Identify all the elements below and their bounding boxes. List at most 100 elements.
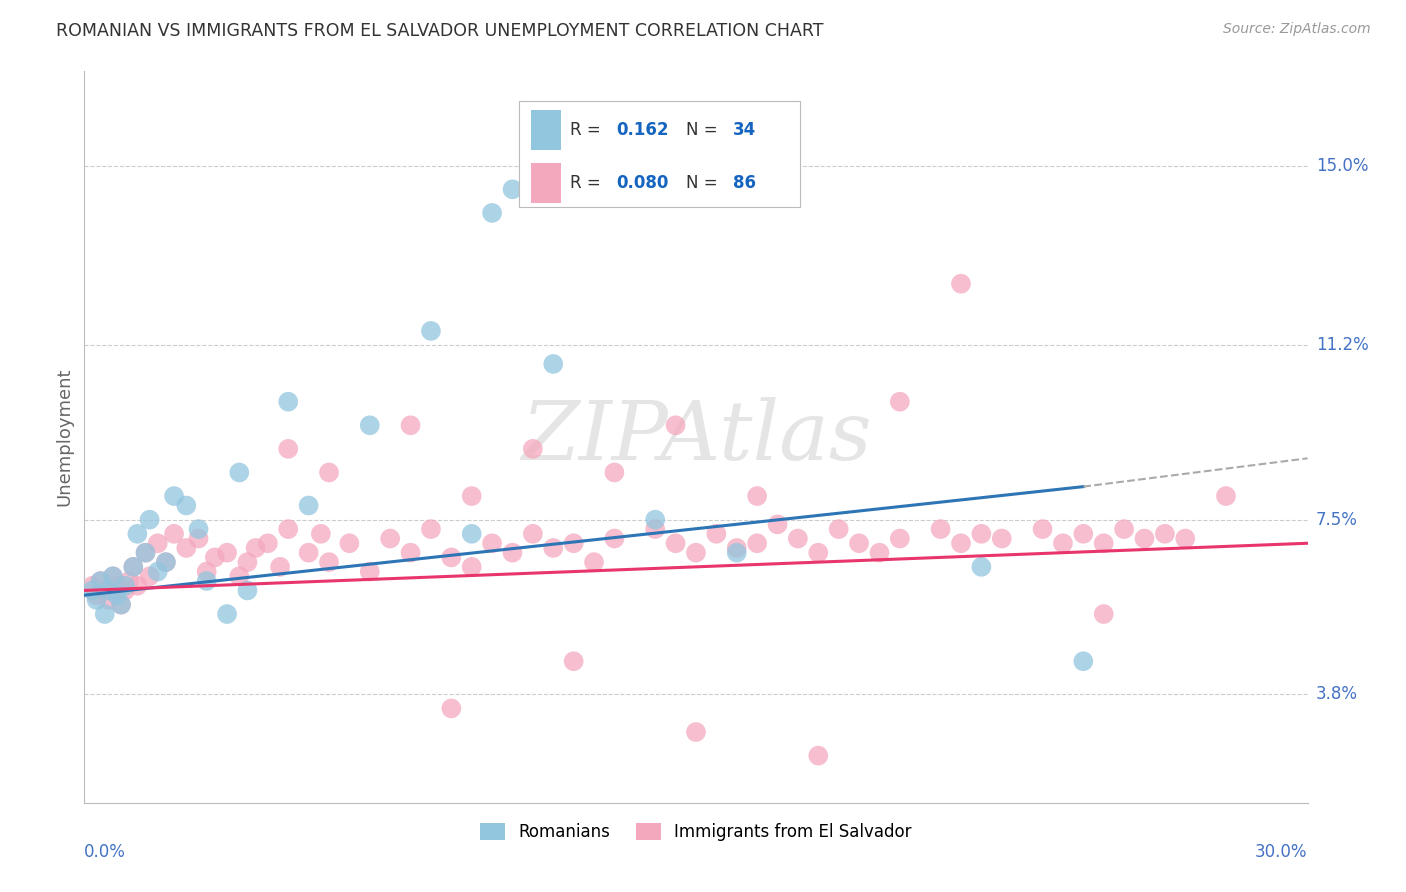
Point (583, 555, 606, 569)
Point (90, 574, 112, 588)
Point (86, 593, 108, 607)
Point (204, 550, 226, 565)
Point (82, 579, 104, 593)
Point (86, 588, 108, 602)
Point (97, 583, 120, 598)
Point (127, 526, 149, 541)
Point (543, 357, 565, 371)
Point (155, 555, 177, 569)
Point (522, 442, 544, 456)
Point (766, 517, 789, 532)
Point (138, 569, 160, 583)
Text: 34: 34 (733, 121, 756, 139)
Point (685, 546, 707, 560)
Point (970, 559, 993, 574)
Point (122, 559, 145, 574)
Point (82, 583, 104, 598)
Point (461, 526, 484, 541)
Point (339, 536, 361, 550)
Point (236, 555, 259, 569)
Point (950, 536, 973, 550)
Point (228, 466, 250, 480)
Text: ZIPAtlas: ZIPAtlas (520, 397, 872, 477)
Point (380, 532, 402, 546)
Text: 0.162: 0.162 (616, 121, 669, 139)
Point (298, 499, 321, 513)
Point (603, 532, 626, 546)
Point (135, 546, 157, 560)
Point (93, 607, 115, 621)
Text: 86: 86 (733, 174, 755, 193)
Point (991, 532, 1014, 546)
Point (603, 466, 626, 480)
Point (114, 583, 136, 598)
Point (889, 532, 911, 546)
Point (481, 206, 503, 220)
Text: R =: R = (569, 174, 606, 193)
Point (105, 588, 128, 602)
Point (747, 536, 769, 550)
Legend: Romanians, Immigrants from El Salvador: Romanians, Immigrants from El Salvador (472, 814, 920, 849)
Point (257, 536, 280, 550)
Point (114, 579, 136, 593)
Point (277, 394, 299, 409)
Point (1092, 536, 1115, 550)
Point (122, 559, 145, 574)
Point (807, 546, 830, 560)
Point (174, 541, 197, 555)
Y-axis label: Unemployment: Unemployment (55, 368, 73, 507)
Point (747, 489, 769, 503)
Point (440, 550, 463, 565)
Point (929, 522, 952, 536)
Point (187, 522, 209, 536)
Point (1073, 654, 1095, 668)
Text: 0.0%: 0.0% (84, 843, 127, 861)
Text: N =: N = (686, 121, 723, 139)
Text: 30.0%: 30.0% (1256, 843, 1308, 861)
FancyBboxPatch shape (531, 163, 561, 203)
Point (217, 546, 239, 560)
Point (461, 489, 484, 503)
Point (105, 579, 128, 593)
Point (146, 536, 169, 550)
Point (127, 579, 149, 593)
Point (706, 526, 728, 541)
Point (665, 536, 688, 550)
Point (269, 559, 291, 574)
Point (163, 526, 186, 541)
Point (399, 418, 422, 433)
Point (298, 546, 321, 560)
Text: 15.0%: 15.0% (1316, 157, 1368, 175)
Point (950, 277, 973, 291)
Point (481, 536, 503, 550)
Point (309, 526, 332, 541)
Point (135, 546, 157, 560)
Point (502, 182, 524, 196)
Point (420, 324, 443, 338)
Point (195, 574, 218, 588)
Point (1114, 522, 1136, 536)
Point (277, 442, 299, 456)
Point (543, 541, 565, 555)
Point (562, 654, 585, 668)
Point (228, 569, 250, 583)
FancyBboxPatch shape (531, 111, 561, 151)
Point (97, 593, 120, 607)
Point (90, 574, 112, 588)
Point (236, 583, 259, 598)
Point (685, 725, 707, 739)
Point (187, 532, 209, 546)
Point (970, 526, 993, 541)
Point (828, 522, 851, 536)
Point (1133, 532, 1156, 546)
Point (889, 394, 911, 409)
Point (118, 574, 141, 588)
Point (93, 583, 115, 598)
Point (155, 555, 177, 569)
Point (502, 546, 524, 560)
Text: ROMANIAN VS IMMIGRANTS FROM EL SALVADOR UNEMPLOYMENT CORRELATION CHART: ROMANIAN VS IMMIGRANTS FROM EL SALVADOR … (56, 22, 824, 40)
Point (562, 536, 585, 550)
Text: 11.2%: 11.2% (1316, 336, 1368, 354)
Point (725, 546, 748, 560)
Point (174, 499, 197, 513)
